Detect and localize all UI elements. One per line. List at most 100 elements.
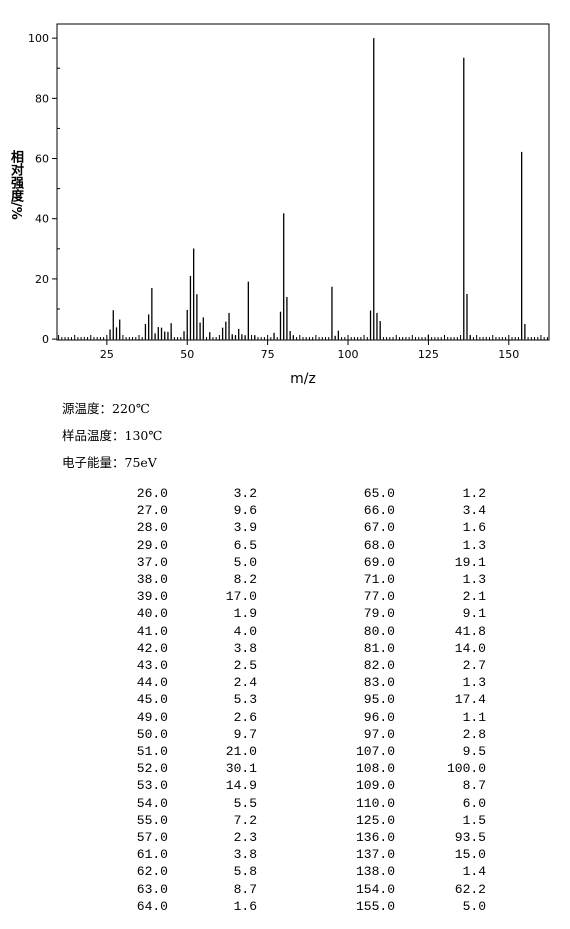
intensity-cell: 5.0 bbox=[233, 554, 257, 570]
intensity-cell: 3.8 bbox=[233, 640, 257, 656]
mz-cell: 95.0 bbox=[363, 692, 395, 708]
mz-cell: 54.0 bbox=[136, 795, 168, 811]
intensity-cell: 5.0 bbox=[462, 898, 486, 914]
mz-cell: 107.0 bbox=[355, 744, 395, 759]
intensity-cell: 3.9 bbox=[233, 520, 257, 536]
mz-cell: 38.0 bbox=[136, 572, 168, 587]
mz-cell: 77.0 bbox=[363, 589, 395, 605]
mz-cell: 50.0 bbox=[136, 726, 168, 742]
y-tick-label: 0 bbox=[42, 333, 49, 346]
mz-cell: 97.0 bbox=[363, 726, 395, 742]
mz-cell: 40.0 bbox=[136, 606, 168, 622]
mz-cell: 37.0 bbox=[136, 554, 168, 570]
intensity-cell: 5.8 bbox=[233, 864, 257, 880]
mz-cell: 65.0 bbox=[363, 486, 395, 501]
intensity-cell: 1.3 bbox=[462, 675, 486, 691]
intensity-cell: 9.1 bbox=[462, 606, 486, 622]
intensity-cell: 93.5 bbox=[454, 830, 486, 845]
mz-cell: 80.0 bbox=[363, 623, 395, 639]
mz-cell: 154.0 bbox=[355, 881, 395, 897]
intensity-cell: 1.1 bbox=[462, 709, 486, 725]
x-tick-label: 100 bbox=[338, 348, 359, 361]
intensity-cell: 3.8 bbox=[233, 847, 257, 863]
mz-cell: 66.0 bbox=[363, 503, 395, 519]
mz-cell: 53.0 bbox=[136, 778, 168, 794]
intensity-cell: 1.6 bbox=[462, 520, 486, 536]
intensity-cell: 1.3 bbox=[462, 537, 486, 553]
intensity-cell: 2.3 bbox=[233, 830, 257, 845]
intensity-cell: 21.0 bbox=[225, 744, 257, 759]
mz-cell: 83.0 bbox=[363, 675, 395, 691]
x-tick-label: 50 bbox=[180, 348, 194, 361]
intensity-cell: 1.3 bbox=[462, 572, 486, 587]
mz-cell: 137.0 bbox=[355, 847, 395, 863]
mz-cell: 125.0 bbox=[355, 812, 395, 828]
intensity-cell: 62.2 bbox=[454, 881, 486, 897]
mz-cell: 71.0 bbox=[363, 572, 395, 587]
intensity-cell: 14.9 bbox=[225, 778, 257, 794]
y-tick-label: 80 bbox=[35, 92, 49, 105]
x-tick-label: 150 bbox=[498, 348, 519, 361]
intensity-cell: 100.0 bbox=[446, 761, 486, 777]
y-tick-label: 20 bbox=[35, 273, 49, 286]
intensity-cell: 41.8 bbox=[454, 623, 486, 639]
y-tick-label: 40 bbox=[35, 213, 49, 226]
mz-cell: 108.0 bbox=[355, 761, 395, 777]
intensity-cell: 15.0 bbox=[454, 847, 486, 863]
y-axis-label: 相对强度/% bbox=[8, 150, 23, 220]
mz-cell: 68.0 bbox=[363, 537, 395, 553]
mz-cell: 55.0 bbox=[136, 812, 168, 828]
condition: 样品温度：130℃ bbox=[62, 428, 163, 443]
intensity-cell: 2.8 bbox=[462, 726, 486, 742]
intensity-cell: 1.2 bbox=[462, 486, 486, 501]
intensity-cell: 1.9 bbox=[233, 606, 257, 622]
intensity-cell: 4.0 bbox=[233, 623, 257, 639]
mz-cell: 109.0 bbox=[355, 778, 395, 794]
mz-cell: 81.0 bbox=[363, 640, 395, 656]
intensity-cell: 1.4 bbox=[462, 864, 486, 880]
intensity-cell: 2.6 bbox=[233, 709, 257, 725]
mz-cell: 96.0 bbox=[363, 709, 395, 725]
intensity-cell: 9.5 bbox=[462, 744, 486, 759]
mz-cell: 69.0 bbox=[363, 554, 395, 570]
mz-cell: 49.0 bbox=[136, 709, 168, 725]
intensity-cell: 9.7 bbox=[233, 726, 257, 742]
intensity-cell: 1.6 bbox=[233, 898, 257, 914]
mz-cell: 28.0 bbox=[136, 520, 168, 536]
intensity-cell: 9.6 bbox=[233, 503, 257, 519]
intensity-cell: 2.5 bbox=[233, 658, 257, 673]
mz-cell: 29.0 bbox=[136, 537, 168, 553]
intensity-cell: 8.7 bbox=[233, 881, 257, 897]
mz-cell: 67.0 bbox=[363, 520, 395, 536]
intensity-cell: 5.3 bbox=[233, 692, 257, 708]
intensity-cell: 8.7 bbox=[462, 778, 486, 794]
intensity-cell: 6.0 bbox=[462, 795, 486, 811]
intensity-cell: 1.5 bbox=[462, 812, 486, 828]
mz-cell: 110.0 bbox=[355, 795, 395, 811]
intensity-cell: 6.5 bbox=[233, 537, 257, 553]
mz-cell: 64.0 bbox=[136, 898, 168, 914]
mz-cell: 136.0 bbox=[355, 830, 395, 845]
mz-cell: 44.0 bbox=[136, 675, 168, 691]
y-tick-label: 60 bbox=[35, 153, 49, 166]
intensity-cell: 3.2 bbox=[233, 486, 257, 501]
mz-cell: 51.0 bbox=[136, 744, 168, 759]
intensity-cell: 14.0 bbox=[454, 640, 486, 656]
plot-frame bbox=[56, 23, 550, 341]
intensity-cell: 3.4 bbox=[462, 503, 486, 519]
x-tick-label: 75 bbox=[261, 348, 275, 361]
intensity-cell: 8.2 bbox=[233, 572, 257, 587]
mz-cell: 62.0 bbox=[136, 864, 168, 880]
mz-cell: 52.0 bbox=[136, 761, 168, 777]
chart: 25 50 75 100 125 150 0 20 40 60 80 100 m/z bbox=[28, 23, 550, 387]
mz-cell: 63.0 bbox=[136, 881, 168, 897]
y-tick-label: 100 bbox=[28, 32, 49, 45]
condition: 源温度：220℃ bbox=[62, 401, 150, 416]
x-tick-label: 25 bbox=[100, 348, 114, 361]
mz-cell: 27.0 bbox=[136, 503, 168, 519]
mz-cell: 45.0 bbox=[136, 692, 168, 708]
x-axis-label: m/z bbox=[290, 371, 316, 387]
mz-cell: 61.0 bbox=[136, 847, 168, 863]
intensity-cell: 17.4 bbox=[454, 692, 486, 708]
x-tick-label: 125 bbox=[418, 348, 439, 361]
